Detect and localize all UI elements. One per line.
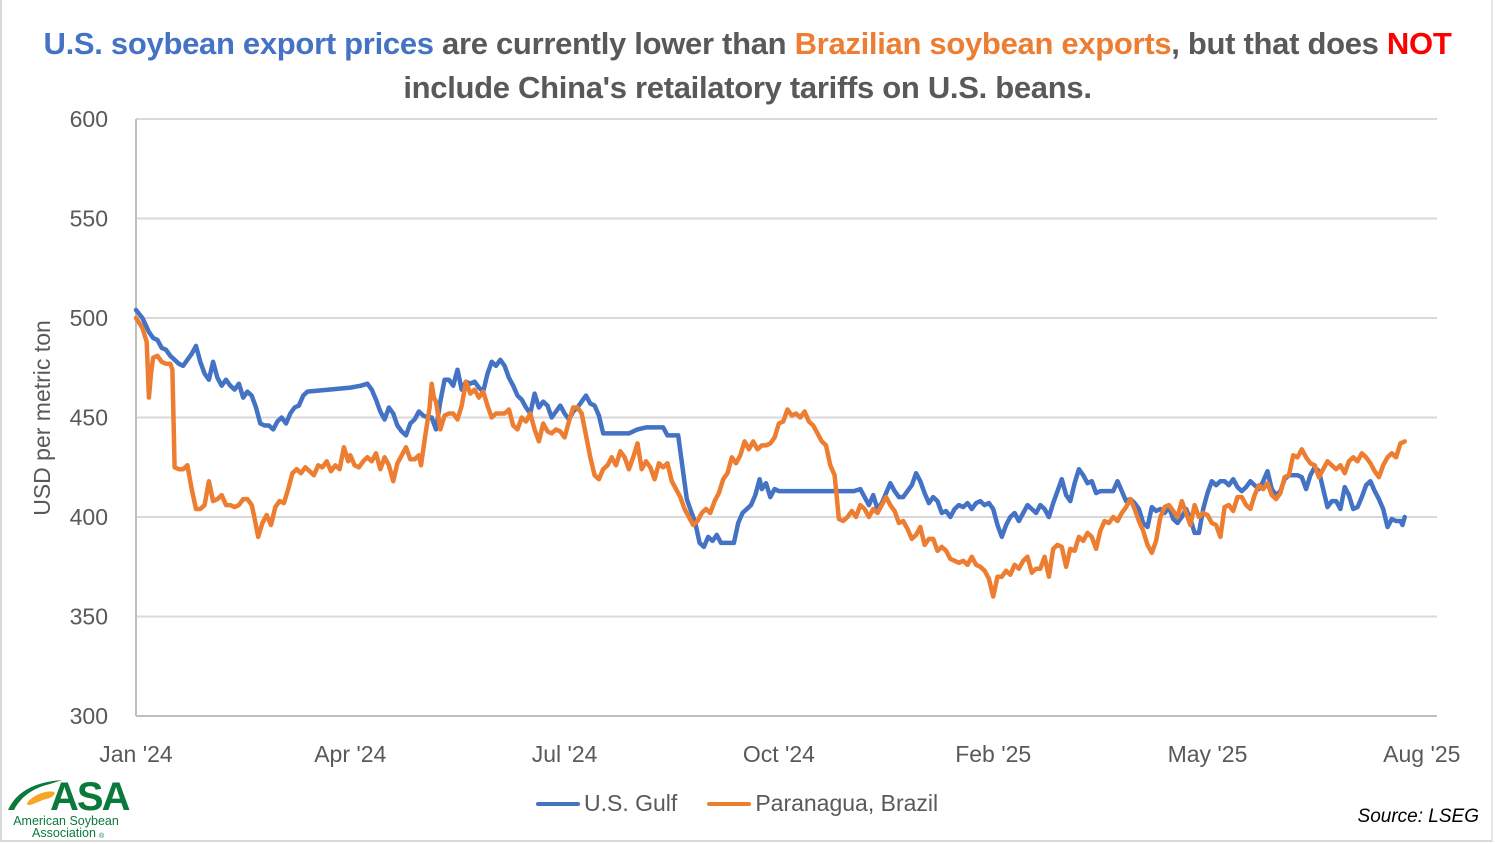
x-tick-label: Feb '25 [955, 741, 1031, 767]
logo-registered-mark: ® [99, 832, 105, 840]
title-segment-1: are currently lower than [433, 26, 795, 61]
legend-label-us-gulf: U.S. Gulf [584, 790, 678, 816]
legend-item-paranagua: Paranagua, Brazil [707, 790, 938, 817]
source-note: Source: LSEG [1357, 806, 1479, 827]
asa-logo: ASA American Soybean Association ® [8, 775, 132, 840]
y-tick-label: 300 [70, 703, 108, 729]
title-segment-5: include China's retailatory tariffs on U… [403, 70, 1092, 105]
x-tick-label: May '25 [1168, 741, 1248, 767]
title-segment-3: , but that does [1171, 26, 1387, 61]
legend-label-paranagua: Paranagua, Brazil [755, 790, 939, 816]
legend-item-us-gulf: U.S. Gulf [536, 790, 677, 817]
y-axis-tick-labels: 300 350 400 450 500 550 600 [70, 106, 108, 729]
series-line-us-gulf [133, 307, 1407, 550]
logo-line2: Association [32, 826, 96, 840]
title-segment-not: NOT [1386, 26, 1452, 61]
y-tick-label: 450 [70, 405, 108, 431]
chart-title: U.S. soybean export prices are currently… [0, 22, 1495, 110]
logo-bean-icon [26, 791, 55, 805]
title-segment-brazil: Brazilian soybean exports [794, 26, 1172, 61]
y-tick-label: 600 [70, 106, 108, 132]
logo-swoosh-icon [8, 780, 62, 810]
y-tick-label: 350 [70, 604, 108, 630]
legend-swatch-us-gulf [536, 801, 580, 806]
legend: U.S. Gulf Paranagua, Brazil [536, 790, 968, 817]
title-segment-us: U.S. soybean export prices [43, 26, 434, 61]
y-tick-label: 550 [70, 206, 108, 232]
y-tick-label: 500 [70, 305, 108, 331]
series-lines [133, 307, 1407, 599]
x-axis-tick-labels: Jan '24 Apr '24 Jul '24 Oct '24 Feb '25 May '… [99, 741, 1460, 767]
logo-line1: American Soybean [13, 814, 119, 828]
x-tick-label: Apr '24 [314, 741, 386, 767]
y-axis-title: USD per metric ton [29, 320, 55, 516]
logo-abbr: ASA [50, 775, 130, 819]
x-tick-label: Jul '24 [532, 741, 598, 767]
gridlines [135, 118, 1437, 717]
x-tick-label: Oct '24 [743, 741, 815, 767]
legend-swatch-paranagua [707, 801, 752, 806]
series-line-paranagua-brazil [133, 315, 1407, 599]
y-tick-label: 400 [70, 504, 108, 530]
x-tick-label: Aug '25 [1383, 741, 1460, 767]
x-tick-label: Jan '24 [99, 741, 173, 767]
